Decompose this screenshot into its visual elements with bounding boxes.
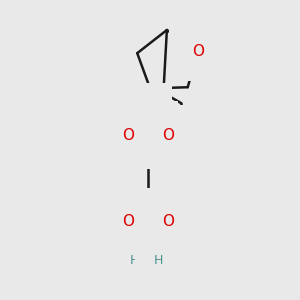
Text: N: N — [142, 250, 154, 266]
Text: O: O — [122, 128, 134, 142]
Text: S: S — [143, 213, 153, 231]
Text: O: O — [122, 214, 134, 230]
Text: S: S — [143, 126, 153, 144]
Text: H: H — [129, 254, 139, 268]
Text: O: O — [192, 44, 204, 59]
Text: N: N — [137, 106, 149, 121]
Text: H: H — [125, 104, 135, 118]
Text: H: H — [153, 254, 163, 268]
Text: O: O — [162, 214, 174, 230]
Text: O: O — [162, 128, 174, 142]
